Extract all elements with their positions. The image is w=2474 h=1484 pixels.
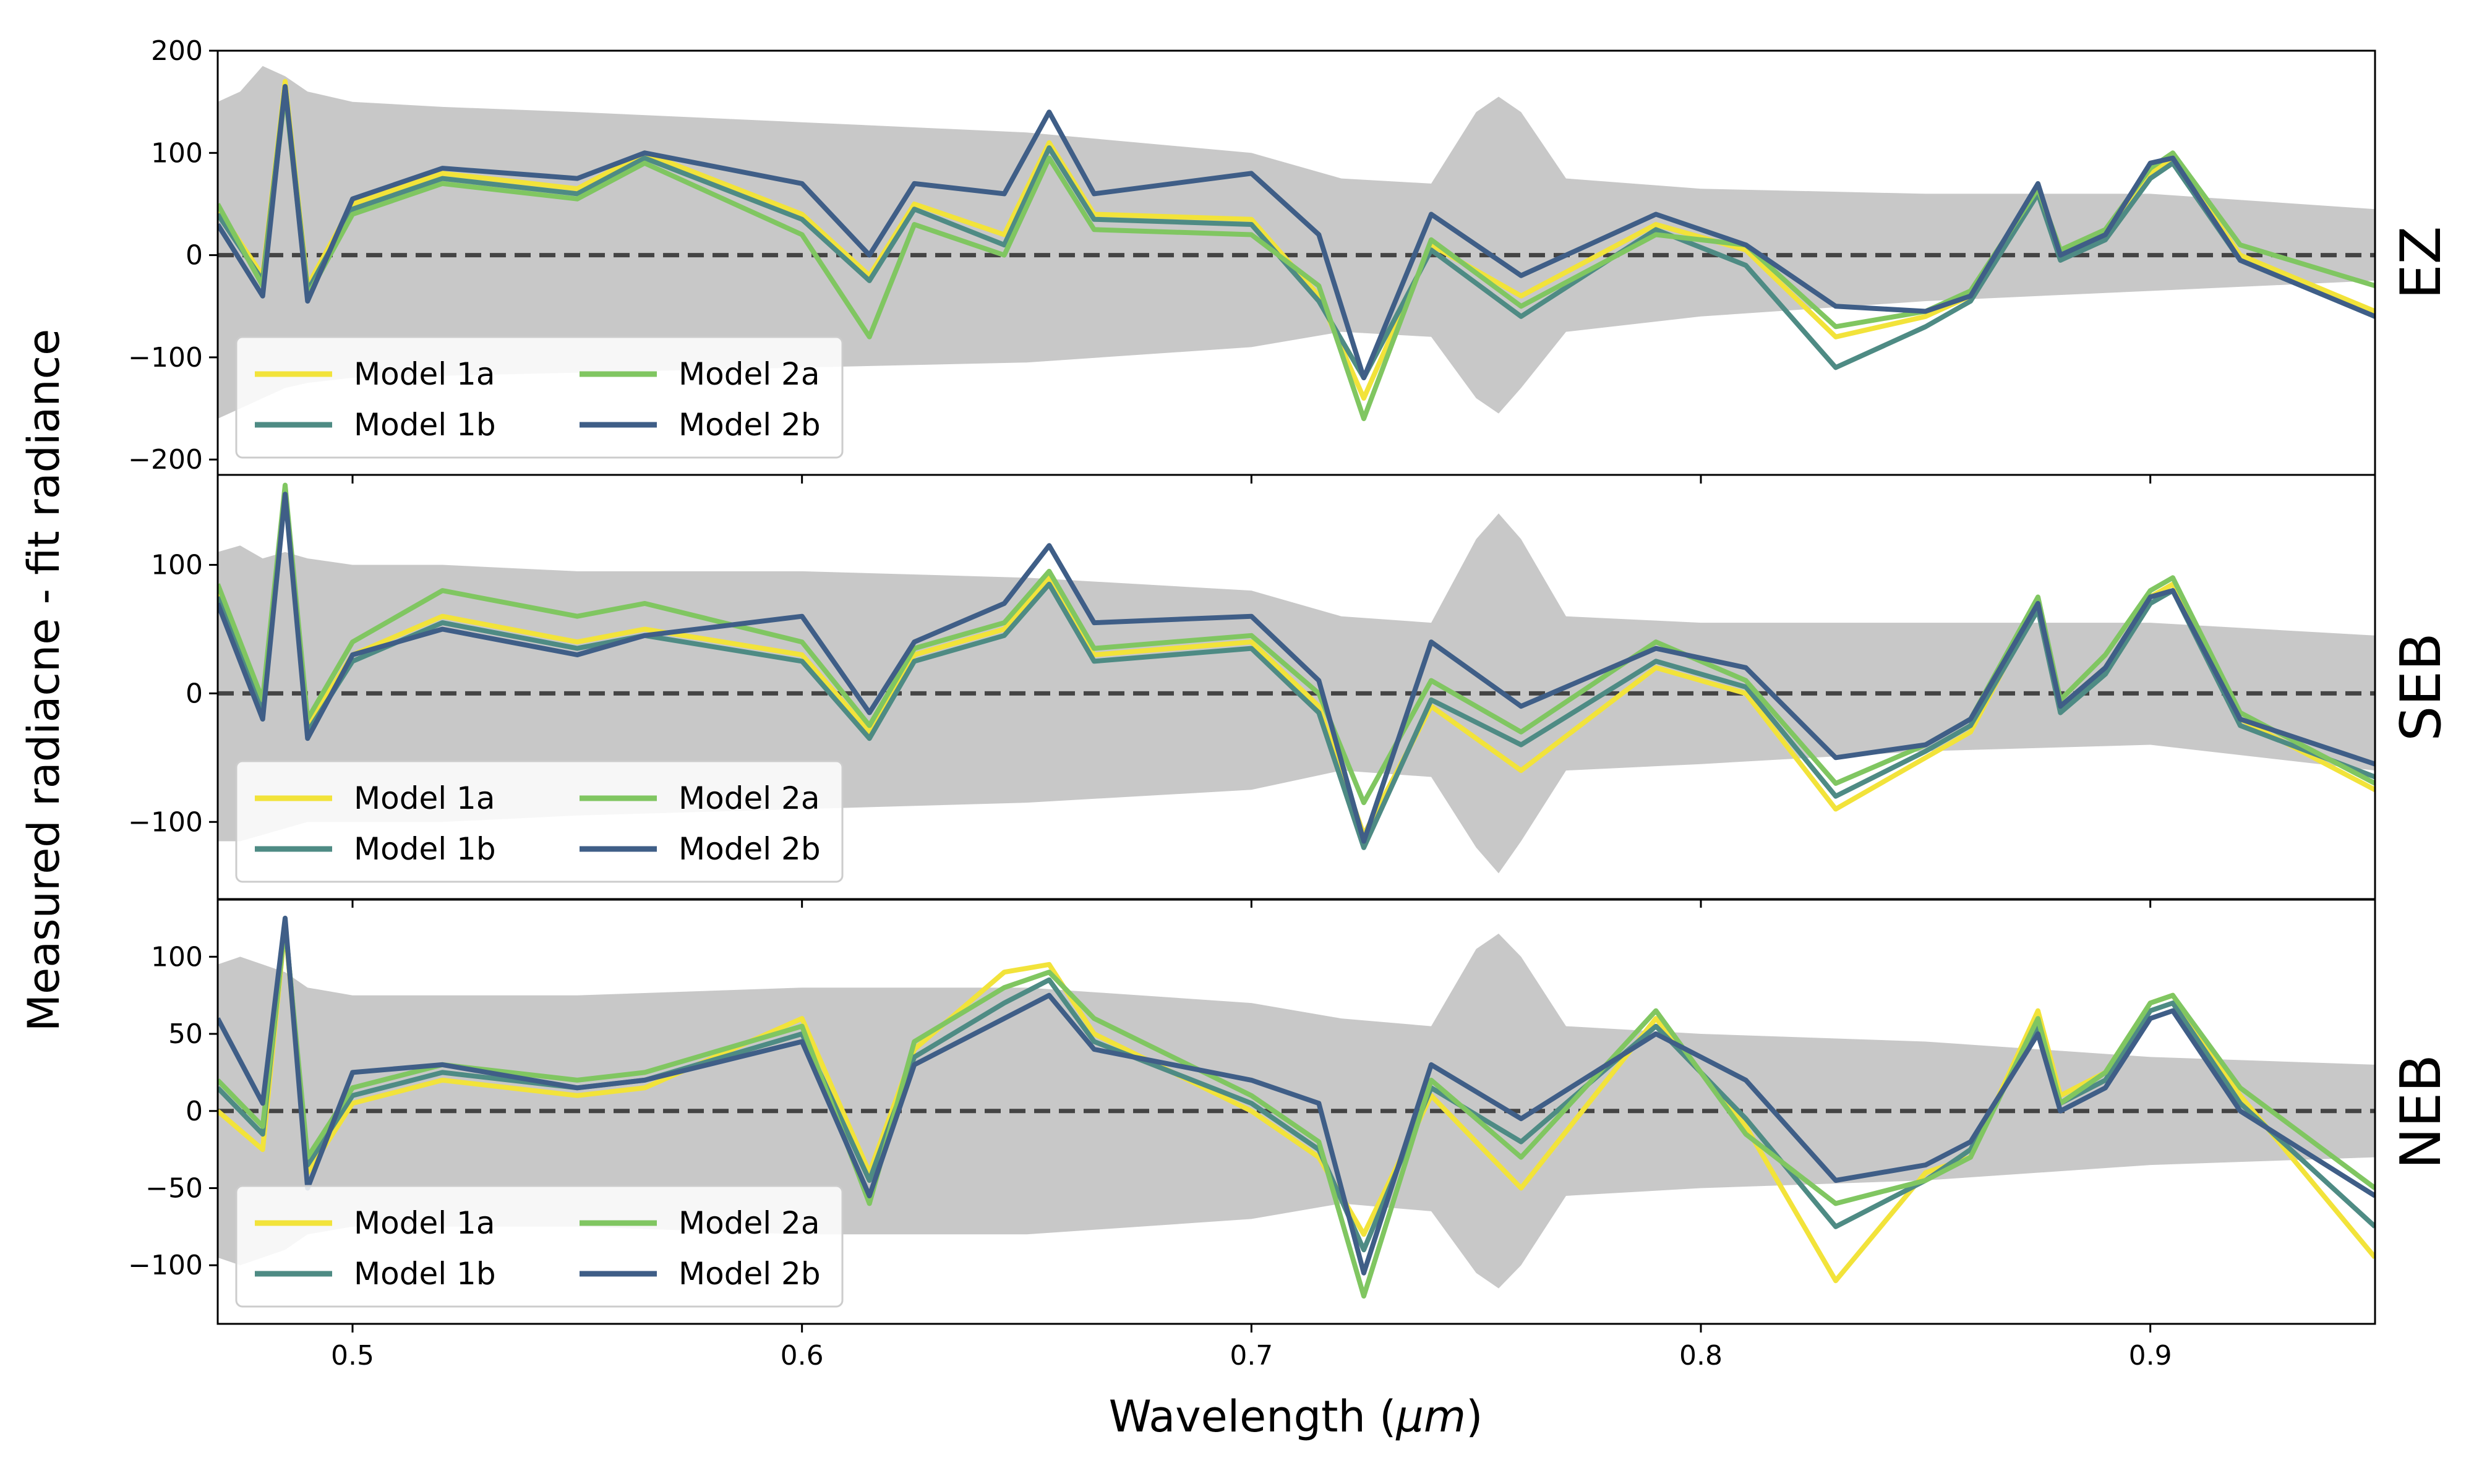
y-tick-label: −100 <box>128 1250 203 1281</box>
x-axis-label-prefix: Wavelength ( <box>1109 1391 1397 1442</box>
series-line-model-2b <box>218 83 2375 380</box>
y-tick-label: 50 <box>168 1018 203 1050</box>
y-tick-label: 100 <box>151 550 203 581</box>
legend: Model 1a Model 2a Model 1b Model 2b <box>235 336 844 459</box>
legend-label-model-2a: Model 2a <box>678 1205 820 1241</box>
legend-label-model-2b: Model 2b <box>678 1256 821 1292</box>
y-tick-label: −200 <box>128 444 203 475</box>
x-tick-label: 0.9 <box>2129 1340 2172 1371</box>
panel-label-neb: NEB <box>2389 1054 2454 1169</box>
y-tick-label: −100 <box>128 342 203 373</box>
y-tick-label: 200 <box>151 35 203 67</box>
legend-label-model-1a: Model 1a <box>354 1205 495 1241</box>
x-axis-label: Wavelength (μm) <box>1109 1391 1483 1442</box>
series-line-model-2b <box>218 915 2375 1276</box>
legend: Model 1a Model 2a Model 1b Model 2b <box>235 1185 844 1308</box>
legend-label-model-1b: Model 1b <box>354 407 496 443</box>
legend-label-model-1b: Model 1b <box>354 831 496 867</box>
y-tick-label: −50 <box>145 1172 203 1204</box>
x-tick-label: 0.7 <box>1230 1340 1273 1371</box>
y-tick-label: 0 <box>186 678 203 709</box>
legend-label-model-2a: Model 2a <box>678 780 820 816</box>
legend-label-model-1a: Model 1a <box>354 356 495 392</box>
series-line-model-1b <box>218 83 2375 380</box>
y-tick-label: 100 <box>151 137 203 169</box>
series-line-model-1b <box>218 487 2375 850</box>
y-tick-label: −100 <box>128 806 203 838</box>
legend-label-model-1a: Model 1a <box>354 780 495 816</box>
plot-area <box>218 66 2375 422</box>
x-tick-label: 0.5 <box>331 1340 374 1371</box>
x-tick-label: 0.8 <box>1679 1340 1723 1371</box>
legend: Model 1a Model 2a Model 1b Model 2b <box>235 760 844 883</box>
legend-box <box>235 760 844 883</box>
uncertainty-envelope <box>218 66 2375 419</box>
y-tick-label: 100 <box>151 941 203 973</box>
y-axis-label: Measured radiacne - fit radiance <box>19 329 69 1031</box>
y-tick-label: 0 <box>186 1096 203 1127</box>
legend-box <box>235 336 844 459</box>
legend-label-model-2a: Model 2a <box>678 356 820 392</box>
x-tick-label: 0.6 <box>781 1340 824 1371</box>
y-tick-label: 0 <box>186 240 203 271</box>
panel-label-seb: SEB <box>2389 633 2454 741</box>
legend-box <box>235 1185 844 1308</box>
legend-label-model-2b: Model 2b <box>678 831 821 867</box>
panel-label-ez: EZ <box>2389 226 2454 300</box>
x-axis-label-unit: μm <box>1395 1391 1466 1442</box>
legend-label-model-2b: Model 2b <box>678 407 821 443</box>
x-axis-label-suffix: ) <box>1466 1391 1483 1442</box>
legend-label-model-1b: Model 1b <box>354 1256 496 1292</box>
series-line-model-2b <box>218 492 2375 844</box>
